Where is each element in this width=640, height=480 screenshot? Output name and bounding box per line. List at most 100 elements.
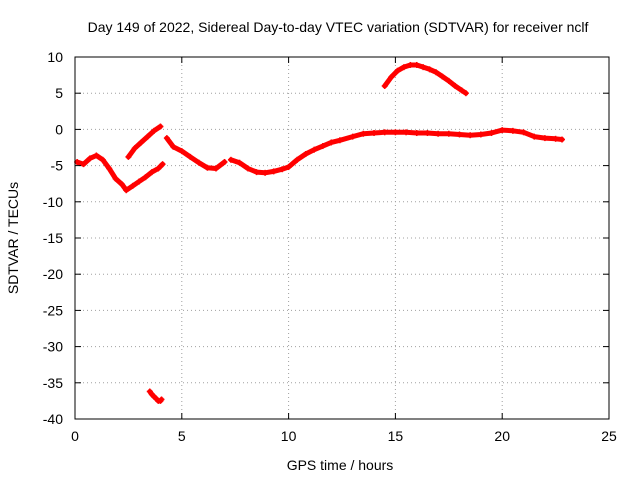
data-point — [125, 153, 132, 160]
data-point — [163, 135, 170, 142]
data-point — [227, 156, 234, 163]
data-point — [413, 130, 420, 137]
data-point — [403, 129, 410, 136]
data-point — [187, 153, 194, 160]
data-point — [170, 143, 177, 150]
data-point — [136, 178, 143, 185]
data-point — [432, 69, 439, 76]
data-point — [445, 77, 452, 84]
data-point — [435, 130, 442, 137]
data-point — [118, 181, 125, 188]
data-point — [131, 145, 138, 152]
y-axis-label: SDTVAR / TECUs — [5, 182, 21, 294]
y-tick-label: 0 — [55, 121, 63, 137]
data-point — [509, 127, 516, 134]
y-tick-label: -30 — [43, 339, 63, 355]
data-point — [319, 143, 326, 150]
data-point — [552, 135, 559, 142]
data-point — [349, 133, 356, 140]
data-point — [144, 133, 151, 140]
y-tick-label: 5 — [55, 85, 63, 101]
y-tick-label: 10 — [47, 49, 63, 65]
data-point — [392, 129, 399, 136]
data-point — [178, 148, 185, 155]
data-point — [445, 130, 452, 137]
y-tick-label: -10 — [43, 194, 63, 210]
data-point — [388, 74, 395, 81]
data-point — [420, 64, 427, 71]
data-point — [93, 152, 100, 159]
data-point — [394, 67, 401, 74]
data-point — [439, 73, 446, 80]
data-point — [458, 87, 465, 94]
data-point — [311, 146, 318, 153]
x-tick-label: 5 — [178, 428, 186, 444]
data-point — [407, 61, 414, 68]
data-point — [559, 136, 566, 143]
data-point — [270, 168, 277, 175]
data-point — [155, 165, 162, 172]
y-tick-label: -20 — [43, 266, 63, 282]
data-point — [112, 175, 119, 182]
data-point — [148, 169, 155, 176]
data-point — [336, 137, 343, 144]
data-point — [477, 131, 484, 138]
data-point — [328, 139, 335, 146]
grid-lines — [75, 57, 609, 419]
x-axis-label: GPS time / hours — [287, 457, 394, 473]
data-point — [285, 164, 292, 171]
x-tick-label: 10 — [281, 428, 297, 444]
data-point — [195, 159, 202, 166]
data-point — [142, 174, 149, 181]
data-point — [520, 129, 527, 136]
data-point — [302, 151, 309, 158]
data-point — [151, 127, 158, 134]
data-point — [426, 66, 433, 73]
data-point — [279, 166, 286, 173]
chart-title: Day 149 of 2022, Sidereal Day-to-day VTE… — [88, 19, 589, 35]
data-point — [424, 130, 431, 137]
data-point — [360, 130, 367, 137]
y-tick-label: -40 — [43, 411, 63, 427]
data-point — [462, 90, 469, 97]
data-point — [159, 161, 166, 168]
x-tick-label: 0 — [71, 428, 79, 444]
axis-ticks: 0 5 10 15 20 25 -40 -35 -30 -25 -20 -15 -10 -5 0 5 10 — [43, 49, 617, 444]
y-tick-label: -25 — [43, 302, 63, 318]
data-point — [138, 139, 145, 146]
data-point — [106, 165, 113, 172]
data-point — [236, 159, 243, 166]
x-tick-label: 20 — [494, 428, 510, 444]
data-point — [221, 158, 228, 165]
data-point — [262, 169, 269, 176]
data-point — [294, 156, 301, 163]
data-point — [452, 82, 459, 89]
data-point — [531, 133, 538, 140]
y-tick-label: -5 — [51, 158, 64, 174]
x-tick-label: 25 — [601, 428, 617, 444]
data-point — [158, 396, 165, 403]
data-point — [123, 187, 130, 194]
data-point — [381, 129, 388, 136]
data-point — [204, 164, 211, 171]
data-point — [253, 169, 260, 176]
data-point — [400, 64, 407, 71]
data-point — [499, 127, 506, 134]
data-point — [129, 182, 136, 189]
data-points — [74, 61, 566, 404]
x-tick-label: 15 — [388, 428, 404, 444]
data-point — [86, 155, 93, 162]
data-point — [245, 165, 252, 172]
data-point — [456, 131, 463, 138]
y-tick-label: -35 — [43, 375, 63, 391]
data-point — [381, 82, 388, 89]
data-point — [80, 161, 87, 168]
data-point — [212, 165, 219, 172]
data-point — [467, 132, 474, 139]
y-tick-label: -15 — [43, 230, 63, 246]
series-band-s2 — [125, 124, 163, 160]
data-point — [157, 123, 164, 130]
data-point — [99, 156, 106, 163]
